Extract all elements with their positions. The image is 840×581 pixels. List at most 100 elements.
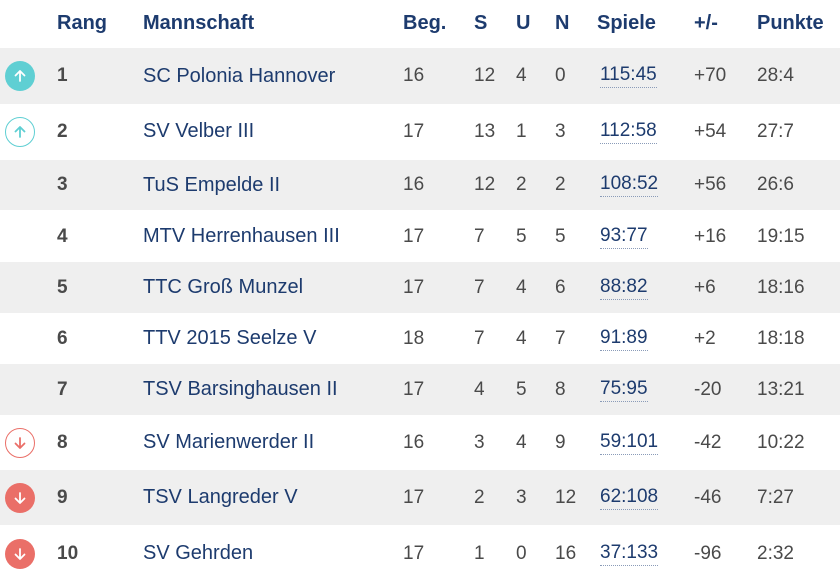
n-cell: 16	[555, 542, 577, 564]
team-name[interactable]: TSV Barsinghausen II	[143, 378, 338, 400]
spiele-cell[interactable]: 115:45	[600, 64, 657, 88]
n-cell-wrap: 5	[555, 211, 566, 262]
beg-cell-wrap: 18	[403, 313, 424, 364]
team-name[interactable]: SV Gehrden	[143, 542, 254, 564]
header-beg[interactable]: Beg.	[403, 11, 447, 34]
table-row[interactable]: 6 TTV 2015 Seelze V 18 7 4 7 91:89 +2 18:18	[0, 313, 840, 364]
trend-indicator	[0, 48, 40, 104]
team-name-wrap[interactable]: MTV Herrenhausen III	[143, 211, 340, 262]
spiele-cell-wrap[interactable]: 62:108	[600, 470, 659, 525]
table-row[interactable]: 10 SV Gehrden 17 1 0 16 37:133 -96 2:32	[0, 526, 840, 581]
arrow-up-icon	[5, 61, 35, 91]
spiele-cell[interactable]: 93:77	[600, 225, 648, 249]
spiele-cell[interactable]: 59:101	[600, 431, 659, 455]
u-cell: 5	[516, 225, 527, 247]
spiele-cell-wrap[interactable]: 115:45	[600, 48, 657, 104]
n-cell: 3	[555, 120, 566, 142]
rang-cell-wrap: 5	[57, 262, 68, 313]
team-name-wrap[interactable]: SC Polonia Hannover	[143, 48, 335, 104]
header-s[interactable]: S	[474, 11, 488, 34]
header-diff[interactable]: +/-	[694, 11, 718, 34]
team-name[interactable]: TuS Empelde II	[143, 173, 281, 196]
diff-cell-wrap: +56	[694, 160, 726, 210]
diff-cell: +2	[694, 327, 716, 349]
diff-cell: -96	[694, 542, 722, 564]
team-name[interactable]: MTV Herrenhausen III	[143, 225, 340, 247]
team-name-wrap[interactable]: TuS Empelde II	[143, 160, 280, 210]
beg-cell-wrap: 17	[403, 470, 424, 525]
table-row[interactable]: 4 MTV Herrenhausen III 17 7 5 5 93:77 +16 19:15	[0, 211, 840, 262]
trend-indicator	[0, 262, 40, 313]
beg-cell: 17	[403, 120, 425, 142]
punkte-cell-wrap: 28:4	[757, 48, 794, 104]
diff-cell: -42	[694, 431, 722, 453]
n-cell-wrap: 7	[555, 313, 566, 364]
diff-cell: +54	[694, 120, 727, 142]
spiele-cell[interactable]: 88:82	[600, 276, 648, 300]
beg-cell-wrap: 17	[403, 211, 424, 262]
header-rang[interactable]: Rang	[57, 11, 107, 34]
beg-cell-wrap: 17	[403, 526, 424, 581]
team-name-wrap[interactable]: SV Gehrden	[143, 526, 253, 581]
table-row[interactable]: 9 TSV Langreder V 17 2 3 12 62:108 -46 7:27	[0, 470, 840, 525]
n-cell-wrap: 16	[555, 526, 576, 581]
u-cell: 4	[516, 431, 527, 453]
beg-cell: 17	[403, 542, 425, 564]
team-name[interactable]: TTV 2015 Seelze V	[143, 327, 317, 349]
u-cell-wrap: 5	[516, 211, 527, 262]
team-name[interactable]: TTC Groß Munzel	[143, 276, 304, 298]
team-name-wrap[interactable]: SV Marienwerder II	[143, 415, 314, 470]
diff-cell: +16	[694, 225, 727, 247]
header-u[interactable]: U	[516, 11, 531, 34]
diff-cell-wrap: -42	[694, 415, 721, 470]
table-row[interactable]: 3 TuS Empelde II 16 12 2 2 108:52 +56 26:6	[0, 160, 840, 210]
team-name-wrap[interactable]: TSV Langreder V	[143, 470, 298, 525]
table-row[interactable]: 1 SC Polonia Hannover 16 12 4 0 115:45 +70 28:4	[0, 48, 840, 104]
header-punkte[interactable]: Punkte	[757, 11, 824, 34]
spiele-cell[interactable]: 91:89	[600, 327, 648, 351]
spiele-cell[interactable]: 112:58	[600, 120, 657, 144]
diff-cell-wrap: -96	[694, 526, 721, 581]
team-name[interactable]: SV Marienwerder II	[143, 431, 315, 453]
spiele-cell-wrap[interactable]: 112:58	[600, 104, 657, 159]
beg-cell: 16	[403, 174, 425, 195]
spiele-cell[interactable]: 75:95	[600, 378, 648, 402]
team-name-wrap[interactable]: SV Velber III	[143, 104, 254, 159]
spiele-cell-wrap[interactable]: 37:133	[600, 526, 659, 581]
spiele-cell-wrap[interactable]: 108:52	[600, 160, 659, 210]
trend-indicator	[0, 415, 40, 470]
team-name[interactable]: SC Polonia Hannover	[143, 64, 336, 87]
header-n[interactable]: N	[555, 11, 570, 34]
rang-cell-wrap: 2	[57, 104, 68, 159]
spiele-cell-wrap[interactable]: 59:101	[600, 415, 659, 470]
u-cell-wrap: 4	[516, 262, 527, 313]
u-cell: 5	[516, 378, 527, 400]
header-spiele[interactable]: Spiele	[597, 11, 656, 34]
header-mannschaft[interactable]: Mannschaft	[143, 11, 255, 34]
spiele-cell-wrap[interactable]: 75:95	[600, 364, 648, 415]
n-cell-wrap: 0	[555, 48, 566, 104]
table-row[interactable]: 2 SV Velber III 17 13 1 3 112:58 +54 27:7	[0, 104, 840, 159]
table-row[interactable]: 8 SV Marienwerder II 16 3 4 9 59:101 -42 10:22	[0, 415, 840, 470]
rang-cell-wrap: 9	[57, 470, 68, 525]
spiele-cell-wrap[interactable]: 91:89	[600, 313, 648, 364]
team-name-wrap[interactable]: TTC Groß Munzel	[143, 262, 303, 313]
u-cell: 0	[516, 542, 527, 564]
beg-cell: 16	[403, 431, 425, 453]
team-name-wrap[interactable]: TSV Barsinghausen II	[143, 364, 338, 415]
table-row[interactable]: 5 TTC Groß Munzel 17 7 4 6 88:82 +6 18:16	[0, 262, 840, 313]
spiele-cell-wrap[interactable]: 93:77	[600, 211, 648, 262]
spiele-cell[interactable]: 108:52	[600, 173, 659, 197]
spiele-cell-wrap[interactable]: 88:82	[600, 262, 648, 313]
spiele-cell[interactable]: 37:133	[600, 542, 659, 566]
team-name-wrap[interactable]: TTV 2015 Seelze V	[143, 313, 316, 364]
spiele-cell[interactable]: 62:108	[600, 486, 659, 510]
arrow-down-icon	[5, 482, 35, 513]
s-cell-wrap: 12	[474, 160, 495, 210]
table-row[interactable]: 7 TSV Barsinghausen II 17 4 5 8 75:95 -20 13:21	[0, 364, 840, 415]
team-name[interactable]: TSV Langreder V	[143, 486, 298, 508]
punkte-cell: 2:32	[757, 542, 794, 564]
s-cell-wrap: 4	[474, 364, 485, 415]
team-name[interactable]: SV Velber III	[143, 120, 255, 142]
